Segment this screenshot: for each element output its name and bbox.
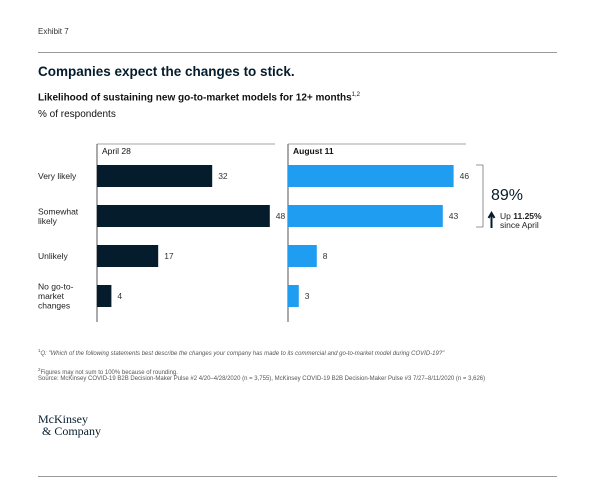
data-label: 32 bbox=[218, 171, 228, 181]
annotation-change-text: Up 11.25% bbox=[500, 211, 542, 221]
mckinsey-logo: McKinsey & Company bbox=[38, 413, 101, 437]
footnote-2: 2Figures may not sum to 100% because of … bbox=[38, 365, 538, 378]
series-label: August 11 bbox=[293, 146, 334, 156]
category-label: Unlikely bbox=[38, 251, 69, 261]
annotation-suffix: since April bbox=[500, 220, 539, 230]
logo-line-1: McKinsey bbox=[38, 412, 88, 426]
data-label: 8 bbox=[323, 251, 328, 261]
category-label: changes bbox=[38, 301, 70, 311]
source-note: Source: McKinsey COVID-19 B2B Decision-M… bbox=[38, 376, 486, 382]
footnote-2-text: Figures may not sum to 100% because of r… bbox=[40, 370, 178, 376]
annotation-change: 11.25% bbox=[513, 211, 542, 221]
category-label: likely bbox=[38, 216, 58, 226]
bar bbox=[288, 165, 454, 187]
up-arrow-icon bbox=[487, 211, 496, 228]
data-label: 17 bbox=[164, 251, 174, 261]
footnote-2-marker: 2 bbox=[38, 367, 41, 372]
data-label: 3 bbox=[305, 291, 310, 301]
bar bbox=[97, 245, 159, 267]
category-label: Somewhat bbox=[38, 206, 79, 216]
data-label: 43 bbox=[449, 211, 459, 221]
subtitle-text: Likelihood of sustaining new go-to-marke… bbox=[38, 92, 352, 104]
bottom-divider bbox=[38, 476, 557, 477]
bar bbox=[97, 205, 270, 227]
category-label: market bbox=[38, 291, 65, 301]
footnote-1-marker: 1 bbox=[38, 348, 41, 353]
series-label: April 28 bbox=[102, 146, 131, 156]
category-label: No go-to- bbox=[38, 282, 74, 292]
bar bbox=[288, 245, 317, 267]
chart-headline: Companies expect the changes to stick. bbox=[38, 64, 295, 79]
footnote-1: 1Q: "Which of the following statements b… bbox=[38, 346, 538, 359]
data-label: 46 bbox=[460, 171, 470, 181]
bar bbox=[288, 205, 443, 227]
footnote-1-text: Q: "Which of the following statements be… bbox=[40, 351, 445, 357]
chart-subtitle: Likelihood of sustaining new go-to-marke… bbox=[38, 92, 360, 103]
exhibit-label: Exhibit 7 bbox=[38, 27, 69, 36]
annotation-prefix: Up bbox=[500, 211, 513, 221]
annotation-bracket bbox=[476, 164, 484, 228]
bar bbox=[288, 285, 299, 307]
data-label: 4 bbox=[117, 291, 122, 301]
bar bbox=[97, 165, 213, 187]
logo-line-2: & Company bbox=[42, 424, 101, 438]
bar bbox=[97, 285, 112, 307]
unit-label: % of respondents bbox=[38, 109, 116, 120]
top-divider bbox=[38, 52, 557, 53]
data-label: 48 bbox=[276, 211, 286, 221]
subtitle-footnote-marker: 1,2 bbox=[351, 92, 360, 98]
category-label: Very likely bbox=[38, 171, 77, 181]
annotation-value: 89% bbox=[491, 187, 523, 204]
